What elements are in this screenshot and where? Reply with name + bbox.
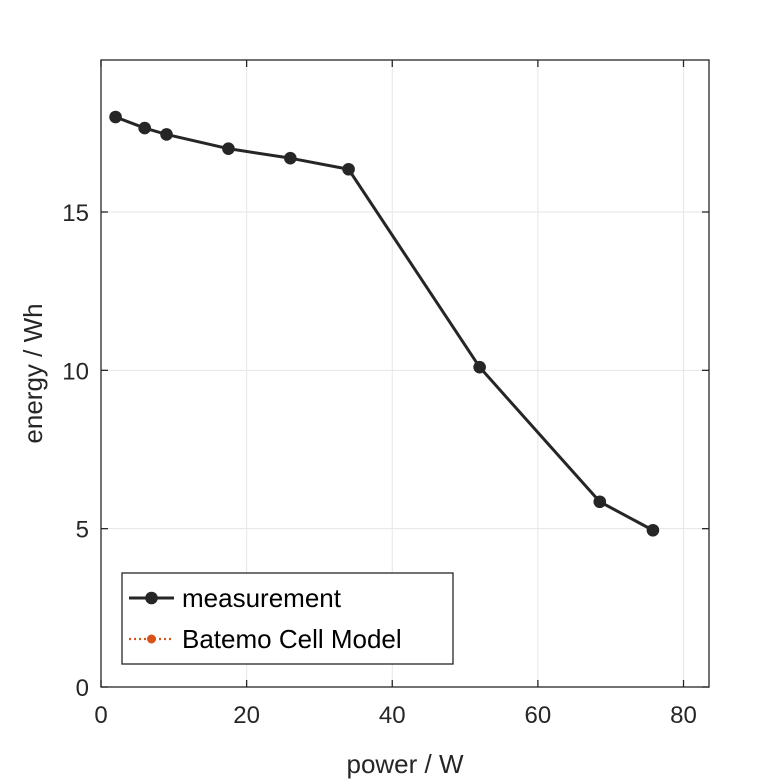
measurement-point	[342, 162, 355, 176]
legend-marker-batemo-cell-model	[147, 634, 156, 644]
legend-marker-measurement	[145, 591, 158, 605]
plot-area	[100, 59, 710, 688]
legend: measurement Batemo Cell Model	[121, 572, 454, 665]
legend-label-batemo-cell-model: Batemo Cell Model	[182, 624, 402, 654]
x-axis-label: power / W	[346, 749, 463, 779]
measurement-point	[646, 523, 660, 537]
x-tick-label: 0	[94, 702, 107, 729]
measurement-point	[138, 121, 151, 135]
series-layer	[109, 110, 660, 537]
legend-label-measurement: measurement	[182, 583, 342, 613]
x-tick-label: 80	[670, 702, 697, 729]
measurement-line	[115, 115, 654, 532]
y-tick-label: 10	[62, 358, 89, 385]
measurement-point	[473, 360, 486, 374]
y-tick-label: 0	[76, 675, 89, 702]
y-axis-label: energy / Wh	[18, 303, 48, 443]
series-measurement	[109, 110, 660, 537]
measurement-point	[222, 142, 235, 155]
x-tick-label: 20	[233, 702, 260, 729]
measurement-point	[593, 495, 607, 509]
y-tick-label: 15	[62, 200, 89, 227]
measurement-point	[160, 128, 173, 141]
axis-ticks: 0 20 40 60 80 0 5 10 15	[62, 60, 709, 729]
grid	[101, 60, 709, 687]
measurement-point	[284, 151, 297, 165]
legend-box	[121, 572, 454, 665]
measurement-point	[109, 110, 122, 124]
x-tick-label: 40	[379, 702, 406, 729]
x-tick-label: 60	[525, 702, 552, 729]
y-tick-label: 5	[76, 517, 89, 544]
